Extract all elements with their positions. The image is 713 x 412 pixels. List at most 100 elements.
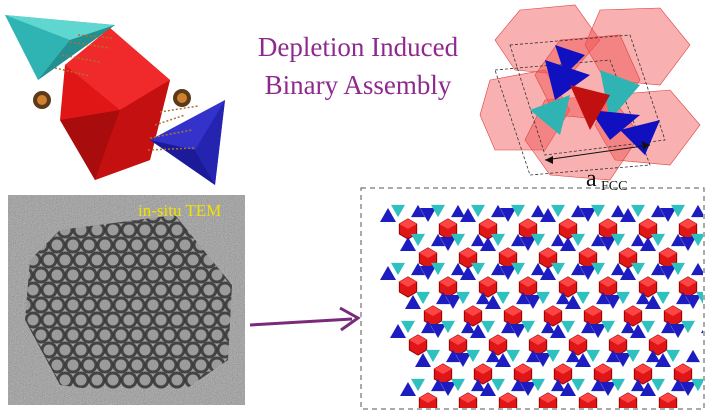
tem-particle [40, 281, 58, 299]
tem-particle [184, 311, 202, 329]
octahedron-face [584, 306, 602, 316]
tem-particle [128, 236, 146, 254]
tetrahedron [466, 349, 480, 363]
tetrahedron [500, 208, 516, 222]
tem-particle [176, 296, 194, 314]
tem-particle [25, 311, 42, 329]
tetrahedron [486, 349, 500, 363]
tem-particle [128, 326, 146, 344]
tem-particle [96, 296, 114, 314]
tem-particle [176, 326, 194, 344]
octahedron-face [559, 219, 577, 229]
tetrahedron [511, 233, 525, 247]
tetrahedron [415, 353, 431, 367]
tem-particle [208, 296, 226, 314]
tem-particle [56, 251, 74, 269]
tetrahedron [581, 320, 595, 334]
tem-particle [152, 251, 170, 269]
tetrahedron [551, 233, 565, 247]
lattice-subscript: FCC [601, 179, 627, 194]
octahedron-face [579, 393, 597, 403]
tetrahedron [560, 237, 576, 251]
tem-particle [192, 326, 210, 344]
tetrahedron [400, 382, 416, 396]
octahedron-face [639, 219, 657, 229]
octahedron-face [579, 248, 597, 258]
tem-particle [40, 251, 58, 269]
tetrahedron [460, 266, 476, 280]
tetrahedron [671, 204, 685, 218]
tetrahedron [631, 204, 645, 218]
tetrahedron [546, 349, 560, 363]
tetrahedron [691, 233, 703, 247]
tetrahedron [671, 378, 685, 392]
tem-particle [192, 266, 210, 284]
tetrahedron [531, 204, 545, 218]
tetrahedron [561, 320, 575, 334]
octahedron-face [479, 277, 497, 287]
tetrahedron [680, 382, 696, 396]
octahedron-face [539, 393, 557, 403]
tetrahedron [531, 262, 545, 276]
tem-particle [144, 326, 162, 344]
tetrahedron [380, 266, 396, 280]
tem-particle [224, 296, 232, 314]
tetrahedron [421, 320, 435, 334]
octahedron-face [479, 219, 497, 229]
tem-particle [160, 236, 178, 254]
tem-particle [120, 281, 138, 299]
octahedron-face [459, 393, 477, 403]
octahedron-face [634, 364, 652, 374]
tetrahedron [591, 233, 605, 247]
tetrahedron [566, 349, 580, 363]
lattice-model [380, 204, 703, 408]
tetrahedron [540, 208, 556, 222]
tetrahedron [590, 324, 606, 338]
tetrahedron [631, 262, 645, 276]
tetrahedron [441, 320, 455, 334]
tetrahedron [520, 237, 536, 251]
tetrahedron [600, 382, 616, 396]
tetrahedron [591, 204, 605, 218]
tetrahedron [686, 349, 700, 363]
tetrahedron [621, 320, 635, 334]
tetrahedron [411, 233, 425, 247]
tetrahedron [611, 233, 625, 247]
tetrahedron [495, 353, 511, 367]
tem-particle [120, 221, 138, 239]
tetrahedron [420, 208, 436, 222]
octahedron-face [434, 364, 452, 374]
tem-particle [32, 296, 50, 314]
octahedron-face [464, 306, 482, 316]
tetrahedron [556, 291, 570, 305]
tetrahedron [491, 233, 505, 247]
tem-particle [112, 356, 130, 374]
tem-particle [144, 356, 162, 374]
tetrahedron [551, 204, 565, 218]
tem-particle [176, 236, 194, 254]
tetrahedron [671, 262, 685, 276]
tem-particle [25, 296, 34, 314]
octahedron-face [499, 248, 517, 258]
tetrahedron [540, 266, 556, 280]
tem-particle [176, 266, 194, 284]
tetrahedron [400, 237, 416, 251]
tetrahedron [516, 291, 530, 305]
tetrahedron [620, 208, 636, 222]
tem-particle [48, 266, 66, 284]
tetrahedron [411, 378, 425, 392]
tetrahedron [606, 349, 620, 363]
tetrahedron [591, 378, 605, 392]
octahedron-face [489, 335, 507, 345]
tem-particle [40, 341, 58, 359]
tetrahedron [411, 204, 425, 218]
tem-particle [136, 251, 154, 269]
octahedron-face [399, 219, 417, 229]
tem-particle [104, 251, 122, 269]
tetrahedron [645, 295, 661, 309]
octahedron-face [554, 364, 572, 374]
tem-particle [88, 251, 106, 269]
tem-particle [136, 341, 154, 359]
tem-particle [88, 341, 106, 359]
